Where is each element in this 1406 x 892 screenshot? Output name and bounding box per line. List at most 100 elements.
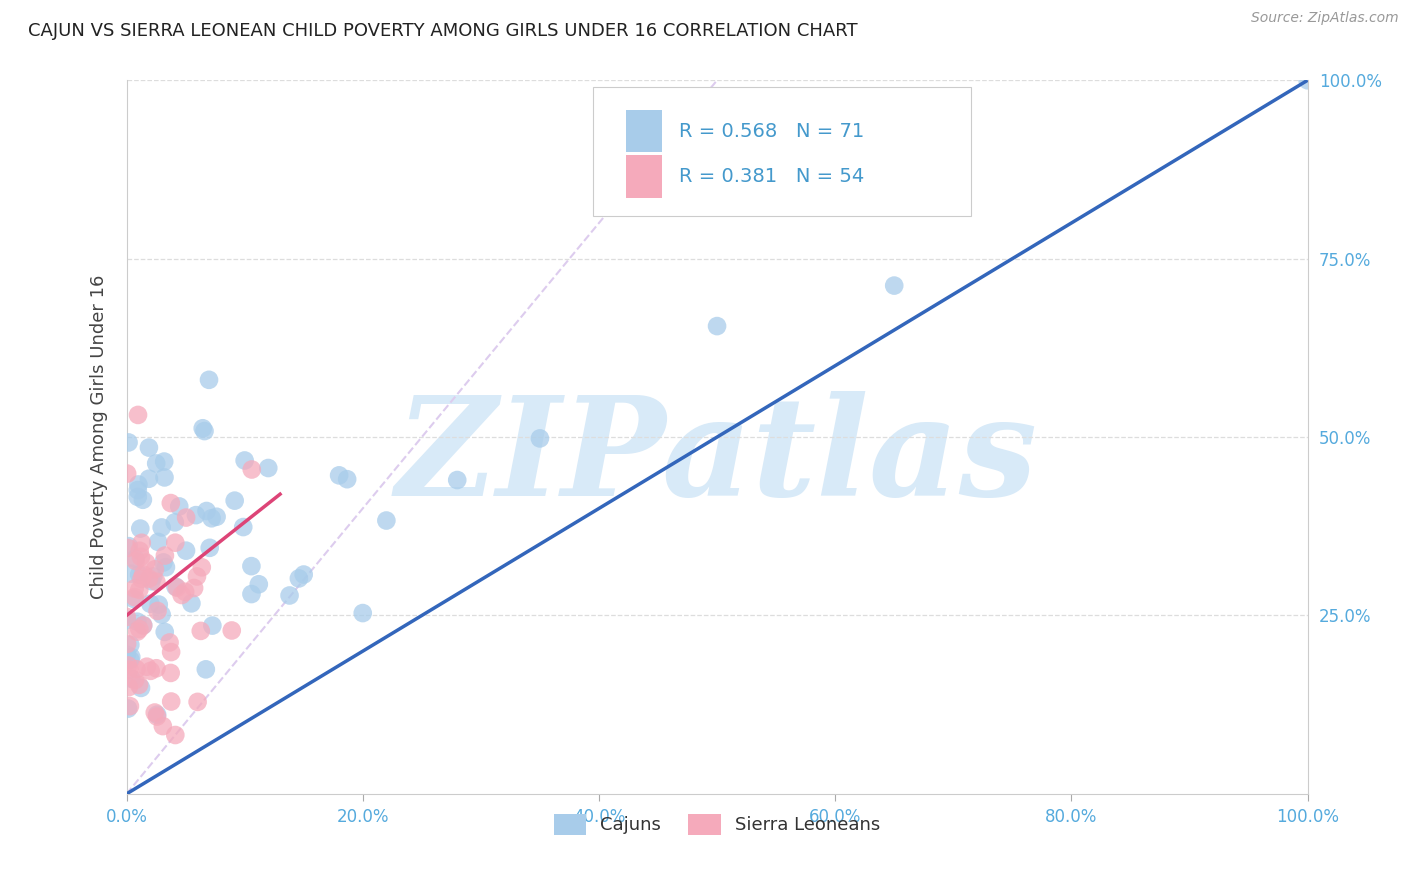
Sierra Leoneans: [165, 535, 187, 549]
Cajuns: [193, 424, 215, 438]
Sierra Leoneans: [131, 536, 153, 550]
Cajuns: [141, 574, 163, 589]
Sierra Leoneans: [146, 709, 169, 723]
Cajuns: [194, 662, 217, 676]
Sierra Leoneans: [145, 661, 167, 675]
FancyBboxPatch shape: [593, 87, 972, 216]
Cajuns: [124, 551, 146, 566]
Sierra Leoneans: [186, 569, 208, 583]
Sierra Leoneans: [115, 467, 138, 481]
Cajuns: [129, 681, 152, 695]
Cajuns: [132, 492, 155, 507]
Text: Source: ZipAtlas.com: Source: ZipAtlas.com: [1251, 11, 1399, 25]
Sierra Leoneans: [117, 658, 139, 673]
FancyBboxPatch shape: [626, 155, 662, 198]
Y-axis label: Child Poverty Among Girls Under 16: Child Poverty Among Girls Under 16: [90, 275, 108, 599]
Sierra Leoneans: [159, 665, 181, 680]
Sierra Leoneans: [165, 728, 187, 742]
Cajuns: [122, 591, 145, 606]
Sierra Leoneans: [174, 510, 197, 524]
Sierra Leoneans: [115, 610, 138, 624]
Cajuns: [152, 556, 174, 570]
Sierra Leoneans: [115, 637, 138, 651]
Sierra Leoneans: [240, 462, 263, 476]
Sierra Leoneans: [128, 543, 150, 558]
Sierra Leoneans: [143, 562, 166, 576]
Sierra Leoneans: [159, 496, 181, 510]
Sierra Leoneans: [118, 663, 141, 677]
FancyBboxPatch shape: [626, 110, 662, 153]
Cajuns: [163, 516, 186, 530]
Sierra Leoneans: [132, 618, 155, 632]
Sierra Leoneans: [129, 549, 152, 564]
Sierra Leoneans: [191, 560, 214, 574]
Sierra Leoneans: [124, 590, 146, 604]
Sierra Leoneans: [128, 678, 150, 692]
Cajuns: [247, 577, 270, 591]
Cajuns: [191, 421, 214, 435]
Cajuns: [153, 454, 176, 468]
Sierra Leoneans: [125, 662, 148, 676]
Cajuns: [139, 597, 162, 611]
Cajuns: [1296, 73, 1319, 87]
Text: CAJUN VS SIERRA LEONEAN CHILD POVERTY AMONG GIRLS UNDER 16 CORRELATION CHART: CAJUN VS SIERRA LEONEAN CHILD POVERTY AM…: [28, 22, 858, 40]
Cajuns: [292, 567, 315, 582]
Cajuns: [233, 453, 256, 467]
Cajuns: [118, 539, 141, 553]
Cajuns: [529, 431, 551, 445]
Sierra Leoneans: [124, 673, 146, 687]
Cajuns: [328, 468, 350, 483]
Sierra Leoneans: [146, 604, 169, 618]
Cajuns: [336, 472, 359, 486]
Cajuns: [117, 701, 139, 715]
Text: R = 0.381   N = 54: R = 0.381 N = 54: [679, 168, 865, 186]
Cajuns: [375, 514, 398, 528]
Cajuns: [115, 613, 138, 627]
Sierra Leoneans: [187, 695, 209, 709]
Cajuns: [240, 559, 263, 574]
Sierra Leoneans: [160, 694, 183, 708]
Cajuns: [198, 541, 221, 555]
Cajuns: [127, 483, 149, 497]
Sierra Leoneans: [118, 699, 141, 714]
Sierra Leoneans: [132, 567, 155, 582]
Cajuns: [120, 566, 142, 581]
Cajuns: [142, 569, 165, 583]
Cajuns: [184, 508, 207, 522]
Cajuns: [150, 607, 173, 622]
Sierra Leoneans: [127, 624, 149, 639]
Legend: Cajuns, Sierra Leoneans: Cajuns, Sierra Leoneans: [547, 806, 887, 842]
Cajuns: [446, 473, 468, 487]
Cajuns: [115, 648, 138, 662]
Sierra Leoneans: [139, 664, 162, 678]
Cajuns: [117, 435, 139, 450]
Sierra Leoneans: [125, 554, 148, 568]
Cajuns: [146, 535, 169, 549]
Sierra Leoneans: [145, 574, 167, 589]
Sierra Leoneans: [118, 680, 141, 694]
Cajuns: [257, 461, 280, 475]
Cajuns: [145, 457, 167, 471]
Cajuns: [153, 470, 176, 484]
Cajuns: [201, 618, 224, 632]
Cajuns: [153, 624, 176, 639]
Sierra Leoneans: [128, 582, 150, 597]
Sierra Leoneans: [143, 706, 166, 720]
Sierra Leoneans: [117, 541, 139, 555]
Sierra Leoneans: [166, 581, 188, 595]
Cajuns: [205, 509, 228, 524]
Cajuns: [288, 571, 311, 585]
Cajuns: [132, 618, 155, 632]
Cajuns: [150, 520, 173, 534]
Cajuns: [278, 589, 301, 603]
Sierra Leoneans: [152, 719, 174, 733]
Cajuns: [174, 543, 197, 558]
Sierra Leoneans: [127, 408, 149, 422]
Sierra Leoneans: [183, 581, 205, 595]
Cajuns: [120, 638, 142, 652]
Cajuns: [127, 615, 149, 629]
Cajuns: [198, 373, 221, 387]
Cajuns: [155, 560, 177, 574]
Cajuns: [706, 319, 728, 334]
Sierra Leoneans: [190, 624, 212, 638]
